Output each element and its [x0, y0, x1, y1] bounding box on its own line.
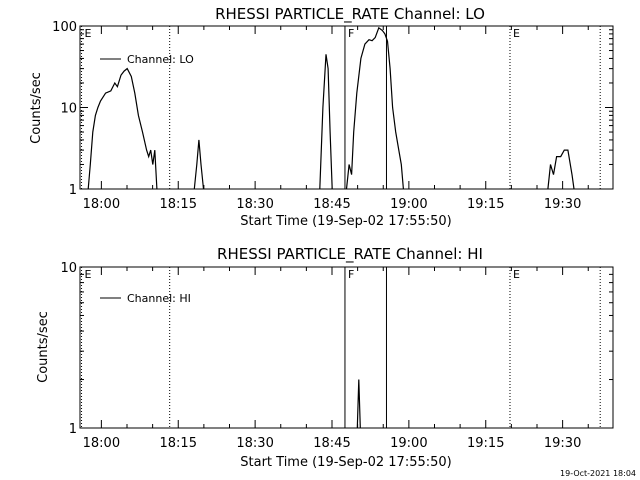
series-line — [87, 67, 158, 190]
plot-frame — [79, 25, 614, 190]
x-tick-label: 18:45 — [313, 197, 350, 212]
event-marker-label: E — [85, 27, 92, 40]
footer-timestamp: 19-Oct-2021 18:04 — [560, 469, 636, 478]
legend-label: Channel: HI — [127, 292, 191, 305]
x-tick-label: 18:15 — [160, 197, 197, 212]
y-tick-label: 10 — [60, 261, 77, 276]
x-tick-label: 18:30 — [236, 436, 273, 451]
y-axis-label: Counts/sec — [29, 72, 44, 144]
y-axis-label: Counts/sec — [36, 311, 51, 383]
x-tick-label: 19:00 — [390, 436, 427, 451]
x-axis-label: Start Time (19-Sep-02 17:55:50) — [240, 214, 451, 229]
series-line — [319, 54, 333, 190]
x-tick-label: 19:15 — [467, 197, 504, 212]
y-tick-label: 10 — [60, 102, 77, 117]
y-tick-label: 1 — [69, 183, 77, 198]
x-tick-label: 18:00 — [83, 436, 120, 451]
event-marker-label: F — [348, 268, 354, 281]
event-marker-label: E — [513, 268, 520, 281]
series-line — [547, 149, 575, 190]
legend-label: Channel: LO — [127, 53, 194, 66]
event-marker-label: E — [85, 268, 92, 281]
chart-hi-channel: RHESSI PARTICLE_RATE Channel: HI Counts/… — [36, 245, 614, 470]
chart-title: RHESSI PARTICLE_RATE Channel: LO — [215, 5, 485, 24]
x-tick-label: 18:45 — [313, 436, 350, 451]
x-tick-label: 19:30 — [544, 436, 581, 451]
x-tick-label: 19:00 — [390, 197, 427, 212]
event-marker-label: F — [348, 27, 354, 40]
event-marker-label: E — [513, 27, 520, 40]
x-tick-label: 19:30 — [544, 197, 581, 212]
chart-title: RHESSI PARTICLE_RATE Channel: HI — [217, 245, 483, 264]
x-axis-label: Start Time (19-Sep-02 17:55:50) — [240, 455, 451, 470]
plot-frame — [79, 266, 614, 429]
chart-lo-channel: RHESSI PARTICLE_RATE Channel: LO Counts/… — [29, 5, 614, 229]
x-tick-label: 18:00 — [83, 197, 120, 212]
x-tick-label: 19:15 — [467, 436, 504, 451]
x-tick-label: 18:30 — [236, 197, 273, 212]
series-line — [193, 139, 205, 190]
series-line — [356, 379, 361, 429]
y-tick-label: 100 — [52, 20, 77, 35]
series-line — [345, 26, 404, 190]
x-tick-label: 18:15 — [160, 436, 197, 451]
y-tick-label: 1 — [69, 422, 77, 437]
